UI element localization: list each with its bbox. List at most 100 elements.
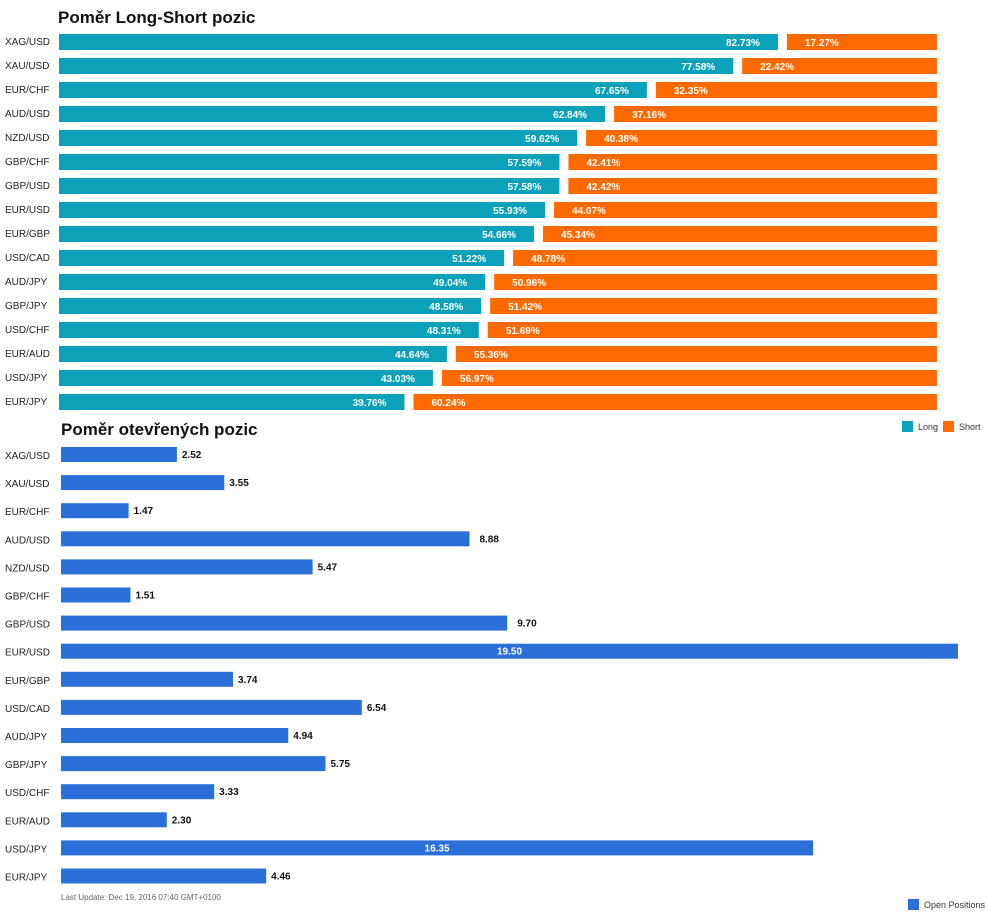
open-category-label-gbp-chf: GBP/CHF [5, 592, 49, 603]
short-value-label-usd-cad: 48.78% [531, 254, 565, 265]
long-value-label-usd-cad: 51.22% [452, 254, 486, 265]
open-value-label-eur-aud: 2.30 [172, 815, 192, 826]
long-bar-gbp-chf [59, 154, 560, 170]
long-value-label-eur-usd: 55.93% [493, 206, 527, 217]
open-bar-eur-jpy [61, 868, 267, 884]
open-positions-chart-title: Poměr otevřených pozic [61, 420, 258, 439]
open-category-label-nzd-usd: NZD/USD [5, 563, 49, 574]
long-short-chart-title: Poměr Long-Short pozic [58, 8, 256, 27]
category-label-eur-aud: EUR/AUD [5, 349, 50, 360]
open-bar-nzd-usd [61, 559, 313, 575]
short-bar-xau-usd [742, 58, 937, 74]
open-value-label-aud-usd: 8.88 [479, 534, 499, 545]
short-bar-aud-jpy [494, 274, 937, 290]
open-category-label-eur-gbp: EUR/GBP [5, 676, 50, 687]
legend-open-positions: Open Positions [908, 899, 985, 910]
long-value-label-eur-gbp: 54.66% [482, 230, 516, 241]
category-label-eur-chf: EUR/CHF [5, 85, 49, 96]
long-bar-gbp-usd [59, 178, 560, 194]
long-value-label-gbp-chf: 57.59% [508, 158, 542, 169]
open-category-label-aud-jpy: AUD/JPY [5, 732, 48, 743]
open-category-label-xau-usd: XAU/USD [5, 479, 49, 490]
long-bar-nzd-usd [59, 130, 578, 146]
open-bar-gbp-jpy [61, 756, 326, 772]
short-bar-usd-jpy [441, 370, 937, 386]
long-bar-aud-usd [59, 106, 606, 122]
open-category-label-eur-chf: EUR/CHF [5, 507, 49, 518]
category-label-usd-jpy: USD/JPY [5, 373, 48, 384]
open-bar-xag-usd [61, 447, 177, 462]
open-value-label-eur-usd: 19.50 [497, 647, 522, 658]
open-bar-gbp-usd [61, 615, 508, 631]
open-value-label-eur-chf: 1.47 [134, 506, 154, 517]
long-value-label-aud-jpy: 49.04% [433, 278, 467, 289]
long-value-label-xau-usd: 77.58% [681, 62, 715, 73]
open-bar-aud-jpy [61, 728, 289, 743]
long-value-label-usd-jpy: 43.03% [381, 374, 415, 385]
long-bar-usd-cad [59, 250, 505, 266]
long-value-label-xag-usd: 82.73% [726, 38, 760, 49]
open-value-label-gbp-chf: 1.51 [135, 591, 155, 602]
open-category-label-usd-cad: USD/CAD [5, 704, 50, 715]
open-category-label-gbp-usd: GBP/USD [5, 620, 50, 631]
category-label-eur-gbp: EUR/GBP [5, 229, 50, 240]
long-bar-xag-usd [59, 34, 778, 50]
short-value-label-eur-usd: 44.07% [572, 206, 606, 217]
open-value-label-usd-cad: 6.54 [367, 703, 387, 714]
short-value-label-eur-chf: 32.35% [674, 86, 708, 97]
last-update-text: Last Update: Dec 19, 2016 07:40 GMT+0100 [61, 893, 221, 902]
long-value-label-eur-jpy: 39.76% [353, 398, 387, 409]
short-bar-nzd-usd [586, 130, 937, 146]
long-bar-eur-gbp [59, 226, 534, 242]
long-value-label-nzd-usd: 59.62% [525, 134, 559, 145]
category-label-eur-usd: EUR/USD [5, 205, 50, 216]
short-value-label-eur-jpy: 60.24% [432, 398, 466, 409]
open-value-label-usd-jpy: 16.35 [425, 843, 450, 854]
category-label-usd-chf: USD/CHF [5, 325, 49, 336]
long-value-label-eur-aud: 44.64% [395, 350, 429, 361]
short-value-label-xag-usd: 17.27% [805, 38, 839, 49]
category-label-gbp-chf: GBP/CHF [5, 157, 49, 168]
category-label-gbp-jpy: GBP/JPY [5, 301, 48, 312]
long-bar-xau-usd [59, 58, 734, 74]
short-value-label-gbp-chf: 42.41% [586, 158, 620, 169]
short-bar-aud-usd [614, 106, 937, 122]
short-bar-gbp-jpy [490, 298, 937, 314]
category-label-gbp-usd: GBP/USD [5, 181, 50, 192]
open-bar-aud-usd [61, 531, 470, 547]
short-bar-eur-chf [655, 82, 937, 98]
open-bar-gbp-chf [61, 587, 131, 603]
long-value-label-aud-usd: 62.84% [553, 110, 587, 121]
long-bar-usd-jpy [59, 370, 433, 386]
legend-long: Long [902, 421, 938, 432]
open-bar-usd-chf [61, 784, 215, 800]
open-value-label-aud-jpy: 4.94 [293, 731, 313, 742]
short-value-label-usd-chf: 51.69% [506, 326, 540, 337]
open-value-label-gbp-usd: 9.70 [517, 619, 537, 630]
open-bar-eur-gbp [61, 671, 234, 687]
open-category-label-eur-aud: EUR/AUD [5, 816, 50, 827]
long-bar-usd-chf [59, 322, 479, 338]
long-bar-aud-jpy [59, 274, 486, 290]
open-bar-usd-cad [61, 699, 362, 715]
long-value-label-gbp-usd: 57.58% [507, 182, 541, 193]
short-bar-gbp-chf [568, 154, 937, 170]
long-bar-eur-aud [59, 346, 447, 362]
short-value-label-gbp-usd: 42.42% [586, 182, 620, 193]
short-value-label-xau-usd: 22.42% [760, 62, 794, 73]
open-bar-eur-aud [61, 812, 167, 828]
category-label-eur-jpy: EUR/JPY [5, 397, 48, 408]
long-bar-eur-chf [59, 82, 647, 98]
short-value-label-aud-jpy: 50.96% [512, 278, 546, 289]
short-bar-eur-usd [554, 202, 937, 218]
category-label-xau-usd: XAU/USD [5, 61, 49, 72]
short-value-label-usd-jpy: 56.97% [460, 374, 494, 385]
open-value-label-nzd-usd: 5.47 [318, 562, 338, 573]
open-value-label-eur-gbp: 3.74 [238, 675, 258, 686]
open-bar-eur-chf [61, 503, 129, 519]
legend-short-swatch [943, 421, 954, 432]
short-value-label-gbp-jpy: 51.42% [508, 302, 542, 313]
short-value-label-nzd-usd: 40.38% [604, 134, 638, 145]
short-value-label-eur-gbp: 45.34% [561, 230, 595, 241]
